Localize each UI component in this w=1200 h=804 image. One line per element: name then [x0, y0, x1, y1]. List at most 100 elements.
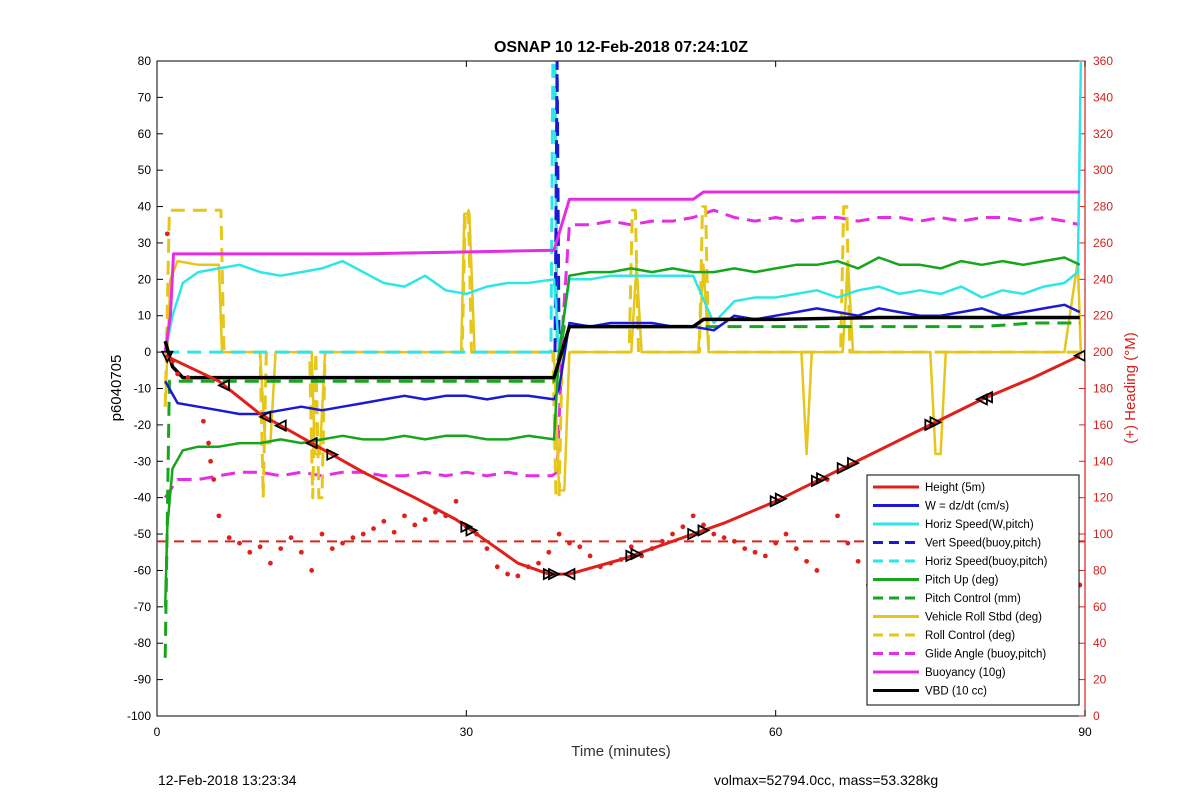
chart-title: OSNAP 10 12-Feb-2018 07:24:10Z: [494, 39, 748, 56]
legend-label-vehicle-roll-stbd-deg: Vehicle Roll Stbd (deg): [925, 612, 1042, 624]
height-marker: [465, 523, 479, 537]
heading-point: [350, 535, 356, 541]
height-marker: [258, 410, 272, 424]
heading-point: [587, 553, 593, 559]
y2-tick-label: 240: [1093, 272, 1113, 286]
heading-point: [762, 553, 768, 559]
y-tick-label: 70: [138, 90, 152, 104]
height-marker: [697, 523, 711, 537]
heading-point: [402, 513, 407, 519]
heading-point: [433, 509, 438, 515]
y2-tick-label: 160: [1093, 418, 1113, 432]
legend-label-horiz-speed-buoy-pitch: Horiz Speed(buoy,pitch): [925, 556, 1048, 568]
legend-label-horiz-speed-w-pitch: Horiz Speed(W,pitch): [925, 519, 1034, 531]
heading-point: [701, 522, 706, 528]
y2-tick-label: 140: [1093, 454, 1113, 468]
heading-point: [783, 531, 789, 537]
series-line-horiz-speed-buoy-pitch: [165, 61, 559, 354]
heading-point: [556, 531, 562, 537]
heading-point: [422, 517, 428, 522]
height-marker: [847, 456, 861, 470]
x-tick-label: 60: [769, 725, 783, 739]
bottom-axis: 0 30 60 90: [154, 61, 1092, 739]
heading-point: [288, 535, 294, 541]
heading-point: [494, 564, 500, 570]
y-axis-label: p6040705: [108, 355, 125, 422]
heading-point: [247, 549, 253, 555]
heading-point: [505, 571, 510, 577]
y-tick-label: 60: [138, 127, 152, 141]
y-tick-label: 50: [138, 163, 152, 177]
x-tick-label: 90: [1078, 725, 1092, 739]
height-marker: [774, 492, 788, 506]
height-marker: [836, 461, 850, 475]
heading-point: [391, 529, 397, 535]
x-tick-label: 30: [460, 725, 474, 739]
y-tick-label: -10: [134, 382, 152, 396]
legend-label-w-dz-dt-cm-s: W = dz/dt (cm/s): [925, 501, 1009, 513]
heading-point: [226, 535, 232, 541]
y2-tick-label: 280: [1093, 200, 1113, 214]
heading-point: [319, 531, 325, 537]
legend-label-roll-control-deg: Roll Control (deg): [925, 630, 1015, 642]
legend: Height (5m) W = dz/dt (cm/s) Horiz Speed(W…: [866, 474, 1080, 706]
heading-point: [680, 524, 686, 530]
heading-point: [206, 440, 211, 446]
heading-point: [453, 498, 459, 504]
heading-point: [721, 535, 727, 541]
y-tick-label: 20: [138, 272, 152, 286]
heading-point: [793, 546, 799, 552]
heading-point: [309, 568, 315, 573]
y-tick-label: -50: [134, 527, 152, 541]
heading-point: [515, 573, 521, 579]
y2-tick-label: 20: [1093, 673, 1107, 687]
y2-tick-label: 200: [1093, 345, 1113, 359]
series-line-vert-speed-buoy-pitch: [553, 61, 561, 353]
heading-point: [185, 375, 191, 380]
height-marker: [929, 415, 943, 429]
heading-point: [732, 538, 737, 544]
heading-point: [412, 522, 418, 528]
y-tick-label: -90: [134, 673, 152, 687]
heading-point: [211, 477, 217, 482]
series-line-horiz-speed-w-pitch: [163, 61, 1083, 354]
heading-point: [340, 540, 345, 546]
heading-point: [835, 513, 840, 519]
height-marker: [160, 350, 174, 364]
series-line-buoyancy-10g: [163, 190, 1080, 353]
y-tick-label: -80: [134, 636, 152, 650]
series-line-vehicle-roll-stbd-deg: [163, 212, 1083, 492]
heading-point: [201, 418, 206, 424]
heading-point: [845, 540, 851, 546]
series-line-roll-control-deg: [163, 205, 1080, 500]
heading-point: [752, 549, 758, 555]
series-line-w-dz-dt-cm-s: [164, 303, 1081, 416]
y-tick-label: -70: [134, 600, 152, 614]
height-marker: [217, 378, 230, 392]
y2-tick-label: 120: [1093, 491, 1113, 505]
legend-label-glide-angle-buoy-pitch: Glide Angle (buoy,pitch): [925, 649, 1046, 661]
legend-box: [866, 474, 1080, 706]
height-marker: [326, 448, 340, 462]
y-tick-label: 0: [144, 345, 151, 359]
heading-point: [659, 538, 665, 544]
y-tick-label: -100: [127, 709, 151, 723]
legend-label-pitch-up-deg: Pitch Up (deg): [925, 575, 999, 587]
legend-label-buoyancy-10g: Buoyancy (10g): [925, 667, 1006, 679]
height-marker: [630, 547, 644, 561]
left-axis: -100-90-80-70-60-50-40-30-20-10010203040…: [127, 54, 163, 723]
legend-label-vbd-10-cc: VBD (10 cc): [925, 686, 987, 698]
y2-tick-label: 360: [1093, 54, 1113, 68]
heading-point: [670, 531, 675, 537]
heading-point: [577, 544, 583, 550]
y2-tick-label: 80: [1093, 563, 1107, 577]
y2-tick-label: 320: [1093, 127, 1113, 141]
height-marker: [980, 390, 993, 404]
y-tick-label: 80: [138, 54, 152, 68]
x-axis-label: Time (minutes): [571, 743, 670, 760]
y-tick-label: -30: [134, 454, 152, 468]
y-tick-label: 10: [138, 309, 152, 323]
heading-point: [268, 560, 273, 566]
legend-label-pitch-control-mm: Pitch Control (mm): [925, 593, 1021, 605]
heading-point: [329, 546, 335, 552]
